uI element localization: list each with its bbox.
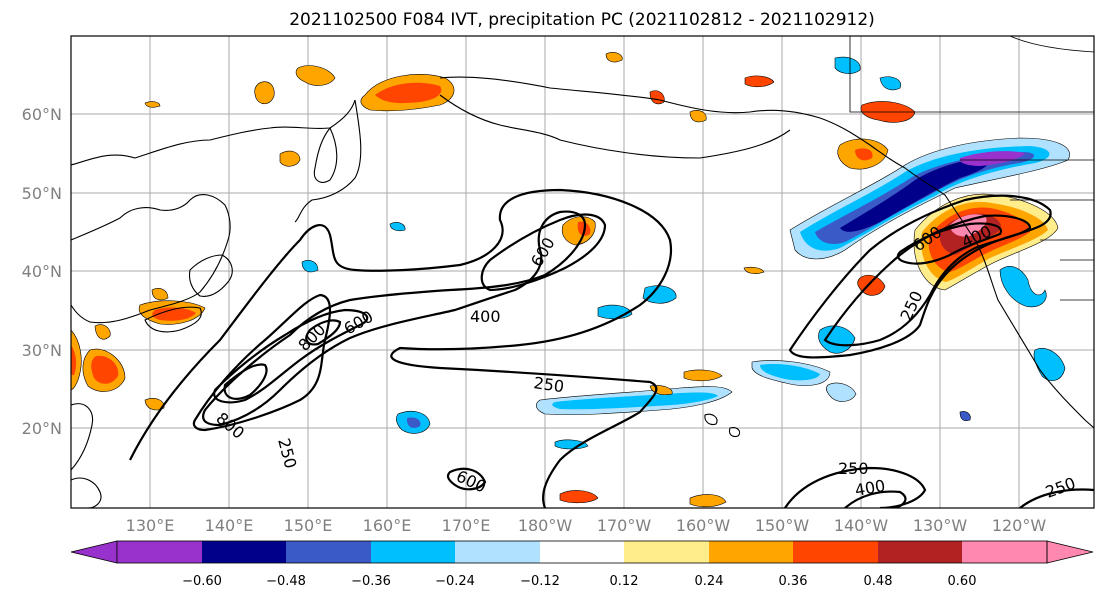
precipitation-pc-shading bbox=[71, 52, 1070, 508]
colorbar-cell bbox=[286, 541, 371, 563]
colorbar-tick: −0.36 bbox=[351, 574, 391, 589]
contour-label: 250 bbox=[838, 459, 869, 478]
colorbar-cell bbox=[117, 541, 202, 563]
lat-label: 30°N bbox=[22, 341, 62, 360]
lon-label: 150°W bbox=[755, 516, 810, 535]
colorbar-cell bbox=[878, 541, 962, 563]
colorbar-tick: −0.12 bbox=[520, 574, 560, 589]
colorbar-tick: 0.24 bbox=[695, 574, 724, 589]
lon-label: 140°E bbox=[205, 516, 254, 535]
colorbar-cell bbox=[962, 541, 1047, 563]
lat-label: 20°N bbox=[22, 419, 62, 438]
colorbar-tick: −0.48 bbox=[266, 574, 306, 589]
lon-label: 170°E bbox=[442, 516, 491, 535]
lon-label: 130°E bbox=[126, 516, 175, 535]
colorbar-cell bbox=[371, 541, 455, 563]
colorbar-tick: 0.48 bbox=[864, 574, 893, 589]
colorbar: −0.60 −0.48 −0.36 −0.24 −0.12 0.12 0.24 … bbox=[70, 540, 1094, 589]
contour-label: 250 bbox=[532, 373, 565, 396]
colorbar-tick: −0.24 bbox=[435, 574, 475, 589]
longitude-labels: 130°E 140°E 150°E 160°E 170°E 180°W 170°… bbox=[126, 516, 1047, 535]
lon-label: 180°W bbox=[518, 516, 573, 535]
lat-label: 40°N bbox=[22, 262, 62, 281]
lon-label: 160°E bbox=[363, 516, 412, 535]
lon-label: 160°W bbox=[676, 516, 731, 535]
colorbar-cell bbox=[709, 541, 793, 563]
colorbar-extend-high bbox=[1046, 540, 1094, 564]
lon-label: 120°W bbox=[992, 516, 1047, 535]
colorbar-extend-low bbox=[70, 540, 118, 564]
lon-label: 150°E bbox=[284, 516, 333, 535]
contour-label: 400 bbox=[470, 307, 501, 326]
colorbar-tick: 0.36 bbox=[779, 574, 808, 589]
colorbar-cell bbox=[455, 541, 540, 563]
colorbar-tick: 0.12 bbox=[610, 574, 639, 589]
colorbar-cell bbox=[793, 541, 878, 563]
lat-label: 50°N bbox=[22, 184, 62, 203]
figure-title: 2021102500 F084 IVT, precipitation PC (2… bbox=[289, 10, 875, 30]
colorbar-cell bbox=[202, 541, 286, 563]
lat-label: 60°N bbox=[22, 105, 62, 124]
colorbar-tick: −0.60 bbox=[182, 574, 222, 589]
colorbar-tick: 0.60 bbox=[948, 574, 977, 589]
map-panel: 800 600 400 250 800 600 250 600 600 400 … bbox=[70, 35, 1095, 509]
ivt-contours bbox=[129, 188, 1094, 508]
lon-label: 170°W bbox=[597, 516, 652, 535]
lon-label: 130°W bbox=[913, 516, 968, 535]
lon-label: 140°W bbox=[834, 516, 889, 535]
latitude-labels: 60°N 50°N 40°N 30°N 20°N bbox=[22, 105, 62, 438]
colorbar-cell bbox=[624, 541, 709, 563]
colorbar-cell bbox=[540, 541, 624, 563]
